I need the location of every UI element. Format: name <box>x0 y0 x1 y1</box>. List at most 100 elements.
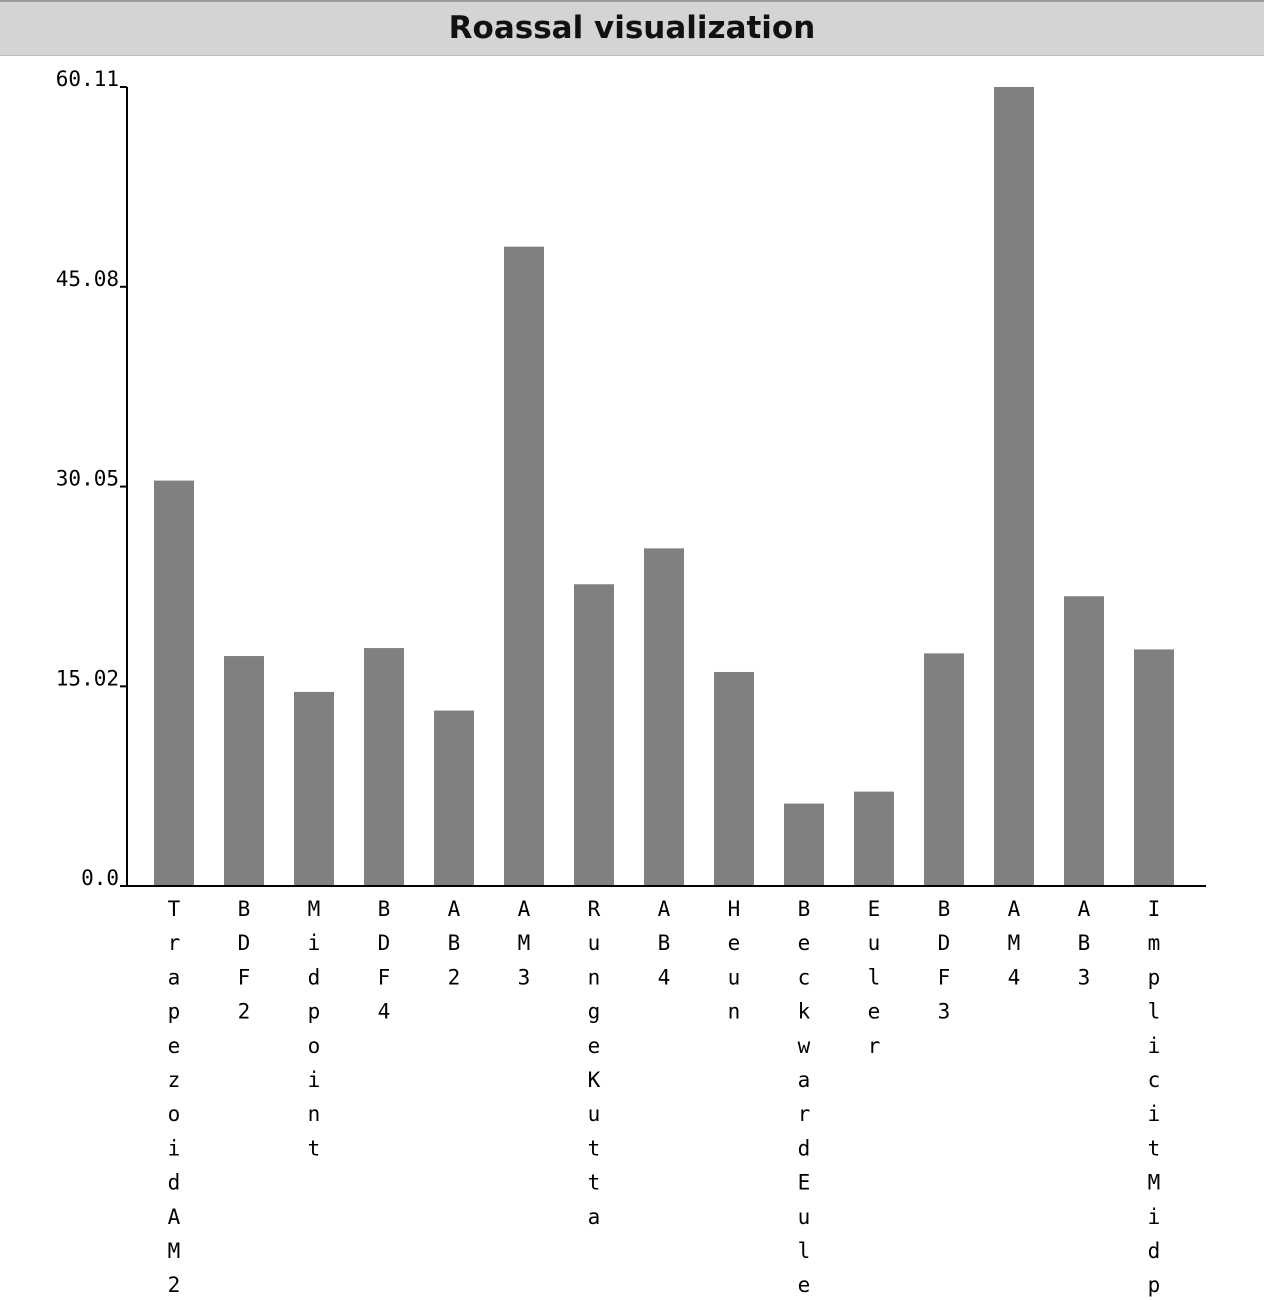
x-label-letter: a <box>168 965 181 989</box>
x-label-letter: A <box>1078 897 1091 921</box>
x-label-letter: e <box>168 1034 181 1058</box>
x-label-letter: B <box>448 931 461 955</box>
x-label-letter: F <box>938 965 951 989</box>
x-label-letter: g <box>588 1000 601 1024</box>
x-label-letter: E <box>868 897 881 921</box>
bar-am3 <box>504 246 544 886</box>
x-label-letter: p <box>1148 1273 1161 1297</box>
bar-bdf3 <box>924 653 964 886</box>
y-tick-label: 0.0 <box>81 866 119 890</box>
window-title: Roassal visualization <box>448 10 816 46</box>
x-label-letter: 3 <box>1078 965 1091 989</box>
x-label-letter: n <box>588 965 601 989</box>
x-label-letter: B <box>798 897 811 921</box>
x-label-letter: t <box>588 1171 601 1195</box>
x-label-letter: A <box>448 897 461 921</box>
bar-ab3 <box>1064 596 1104 886</box>
x-label-letter: D <box>938 931 951 955</box>
x-label-letter: B <box>238 897 251 921</box>
x-label-letter: c <box>798 965 811 989</box>
x-label-letter: 4 <box>1008 965 1021 989</box>
x-label-letter: A <box>168 1205 181 1229</box>
x-label-letter: z <box>168 1068 181 1092</box>
x-label-letter: B <box>1078 931 1091 955</box>
x-label-letter: d <box>168 1171 181 1195</box>
y-ticks-layer: 0.0 15.02 30.05 45.08 60.11 <box>56 67 127 890</box>
x-label-bdf3: BDF 3 <box>938 897 951 1024</box>
x-label-letter: t <box>308 1136 321 1160</box>
x-label-letter: l <box>868 965 881 989</box>
bar-bdf2 <box>224 656 264 886</box>
x-label-letter: l <box>1148 1000 1161 1024</box>
x-label-bdf2: BDF 2 <box>238 897 251 1024</box>
bars-layer <box>154 87 1174 886</box>
x-label-letter: i <box>1148 1205 1161 1229</box>
x-label-ab3: AB 3 <box>1078 897 1091 989</box>
x-label-am3: AM 3 <box>518 897 531 989</box>
x-label-letter: D <box>378 931 391 955</box>
bar-midpoint <box>294 691 334 886</box>
x-label-letter: d <box>1148 1239 1161 1263</box>
x-label-letter: 3 <box>518 965 531 989</box>
x-label-letter: d <box>798 1136 811 1160</box>
x-label-letter: o <box>308 1034 321 1058</box>
x-label-letter: u <box>588 931 601 955</box>
x-label-letter: i <box>1148 1034 1161 1058</box>
x-label-letter: r <box>168 931 181 955</box>
x-label-ab4: AB 4 <box>658 897 671 989</box>
x-label-letter: B <box>378 897 391 921</box>
y-tick-label: 45.08 <box>56 267 119 291</box>
x-label-letter: e <box>588 1034 601 1058</box>
x-label-letter: 2 <box>448 965 461 989</box>
x-label-letter: i <box>308 1068 321 1092</box>
x-label-letter: w <box>798 1034 811 1058</box>
bar-am4 <box>994 87 1034 886</box>
x-label-letter: F <box>378 965 391 989</box>
window-titlebar: Roassal visualization <box>0 0 1264 56</box>
x-label-letter: 2 <box>238 1000 251 1024</box>
bar-bdf4 <box>364 648 404 886</box>
x-label-letter: i <box>308 931 321 955</box>
x-label-letter: r <box>798 1102 811 1126</box>
bar-euler <box>854 791 894 886</box>
x-label-letter: n <box>728 1000 741 1024</box>
x-label-letter: 3 <box>938 1000 951 1024</box>
x-label-letter: B <box>658 931 671 955</box>
x-label-letter: n <box>308 1102 321 1126</box>
x-label-letter: u <box>728 965 741 989</box>
x-label-letter: e <box>798 1273 811 1297</box>
x-label-letter: M <box>518 931 531 955</box>
x-label-letter: e <box>868 1000 881 1024</box>
bar-implicitmidp <box>1134 649 1174 886</box>
x-label-letter: r <box>868 1034 881 1058</box>
x-label-letter: M <box>1148 1171 1161 1195</box>
x-label-letter: t <box>588 1136 601 1160</box>
x-labels-layer: TrapezoidAM2BDF2MidpointBDF4AB2AM3RungeK… <box>168 897 1161 1297</box>
bar-ab2 <box>434 710 474 886</box>
x-label-letter: A <box>1008 897 1021 921</box>
x-label-letter: u <box>868 931 881 955</box>
x-label-letter: c <box>1148 1068 1161 1092</box>
x-label-letter: p <box>168 1000 181 1024</box>
x-label-letter: m <box>1148 931 1161 955</box>
x-label-letter: 4 <box>658 965 671 989</box>
x-label-letter: k <box>798 1000 811 1024</box>
x-label-letter: M <box>1008 931 1021 955</box>
x-label-letter: I <box>1148 897 1161 921</box>
bar-trapezoidam2 <box>154 480 194 886</box>
x-label-letter: i <box>1148 1102 1161 1126</box>
x-label-am4: AM 4 <box>1008 897 1021 989</box>
x-label-letter: E <box>798 1171 811 1195</box>
x-label-letter: a <box>588 1205 601 1229</box>
x-label-letter: e <box>728 931 741 955</box>
y-tick-label: 60.11 <box>56 67 119 91</box>
x-label-letter: F <box>238 965 251 989</box>
